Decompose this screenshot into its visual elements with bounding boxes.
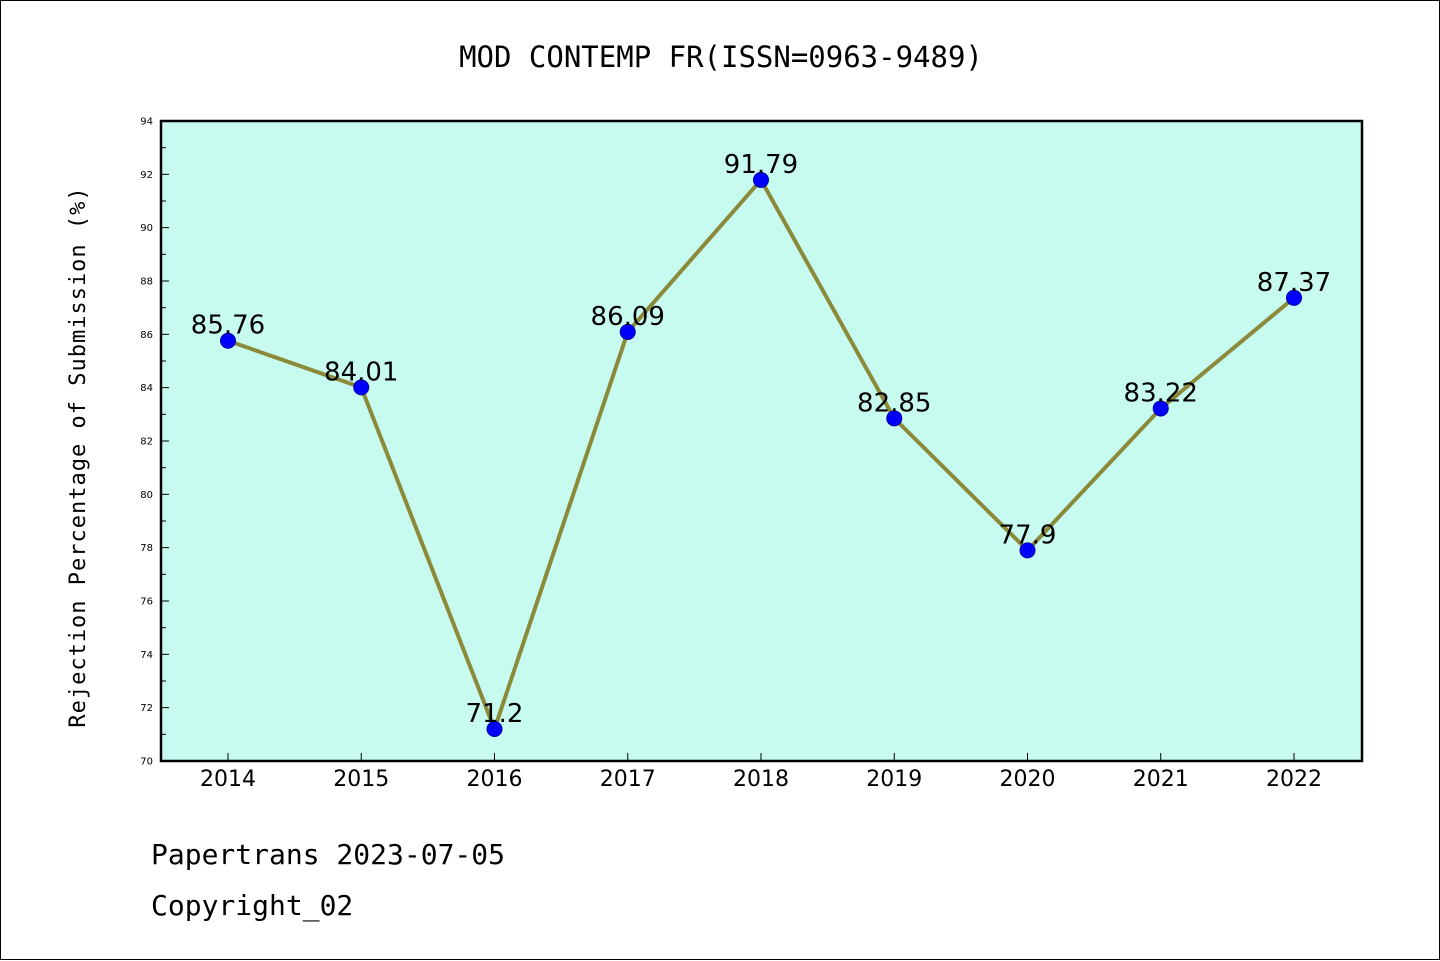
x-tick-label: 2016 — [467, 767, 523, 792]
x-tick-label: 2021 — [1133, 767, 1189, 792]
y-tick-label: 80 — [140, 490, 153, 501]
y-tick-label: 86 — [140, 330, 153, 341]
data-point — [1019, 542, 1036, 559]
series-layer: 85.76 84.01 71.2 86.09 91.79 82.85 77.9 83.22 87… — [191, 150, 1331, 737]
x-tick-label: 2015 — [333, 767, 389, 792]
y-tick-label: 92 — [140, 170, 153, 181]
y-tick-label: 88 — [140, 277, 153, 288]
data-label: 77.9 — [999, 520, 1057, 550]
y-tick-label: 94 — [140, 117, 153, 128]
data-point — [353, 379, 370, 396]
footer-copyright: Copyright_02 — [151, 889, 353, 923]
y-axis-label: Rejection Percentage of Submission (%) — [66, 186, 91, 727]
data-point — [220, 332, 236, 349]
y-tick-label: 76 — [140, 597, 153, 608]
y-tick-label: 78 — [140, 543, 153, 554]
y-tick-label: 82 — [140, 437, 153, 448]
footer-date-line: Papertrans 2023-07-05 — [151, 838, 505, 871]
x-tick-label: 2022 — [1266, 767, 1322, 792]
data-label: 84.01 — [324, 357, 398, 387]
y-tick-label: 70 — [140, 757, 153, 768]
data-label: 91.79 — [724, 150, 798, 180]
data-label: 86.09 — [591, 302, 665, 332]
y-tick-label: 74 — [140, 650, 153, 661]
x-tick-label: 2020 — [1000, 767, 1056, 792]
data-point — [619, 323, 636, 340]
x-tick-label: 2017 — [600, 767, 656, 792]
data-point — [1152, 400, 1169, 417]
x-tick-label: 2014 — [200, 767, 256, 792]
y-tick-label: 72 — [140, 703, 153, 714]
plot-frame — [159, 119, 1364, 763]
data-label: 83.22 — [1124, 378, 1198, 408]
data-label: 87.37 — [1257, 268, 1331, 298]
x-tick-label: 2019 — [866, 767, 922, 792]
x-axis: 2014 2015 2016 2017 2018 2019 2020 2021 2022 — [200, 753, 1322, 792]
y-tick-label: 84 — [140, 383, 153, 394]
data-label: 82.85 — [857, 388, 931, 418]
data-point — [486, 721, 503, 737]
y-tick-label: 90 — [140, 223, 153, 234]
data-point — [1286, 289, 1302, 306]
data-point — [886, 410, 903, 427]
y-axis: 70 72 74 76 78 80 82 84 86 88 90 92 94 — [140, 117, 169, 768]
data-point — [753, 171, 769, 188]
chart-title: MOD CONTEMP FR(ISSN=0963-9489) — [459, 40, 983, 74]
plot-area — [161, 121, 1362, 761]
x-tick-label: 2018 — [733, 767, 789, 792]
data-label: 71.2 — [466, 699, 524, 729]
data-label: 85.76 — [191, 311, 265, 341]
